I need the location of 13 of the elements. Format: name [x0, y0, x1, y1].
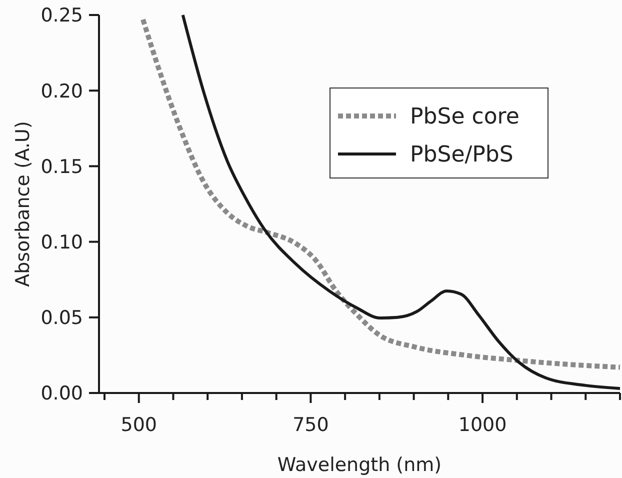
y-tick-label: 0.15 — [40, 156, 83, 178]
y-tick-label: 0.25 — [40, 4, 83, 27]
y-tick-label: 0.00 — [40, 382, 83, 405]
x-tick-label: 750 — [292, 414, 329, 436]
y-tick-label: 0.20 — [40, 80, 83, 102]
legend-label: PbSe/PbS — [410, 142, 514, 168]
legend-label: PbSe core — [410, 104, 520, 130]
y-tick-label: 0.05 — [40, 307, 83, 330]
x-axis-title: Wavelength (nm) — [277, 454, 442, 476]
y-tick-label: 0.10 — [40, 231, 83, 254]
y-axis-title: Absorbance (A.U) — [12, 121, 34, 287]
x-tick-label: 1000 — [458, 414, 507, 436]
x-tick-label: 500 — [120, 414, 157, 436]
